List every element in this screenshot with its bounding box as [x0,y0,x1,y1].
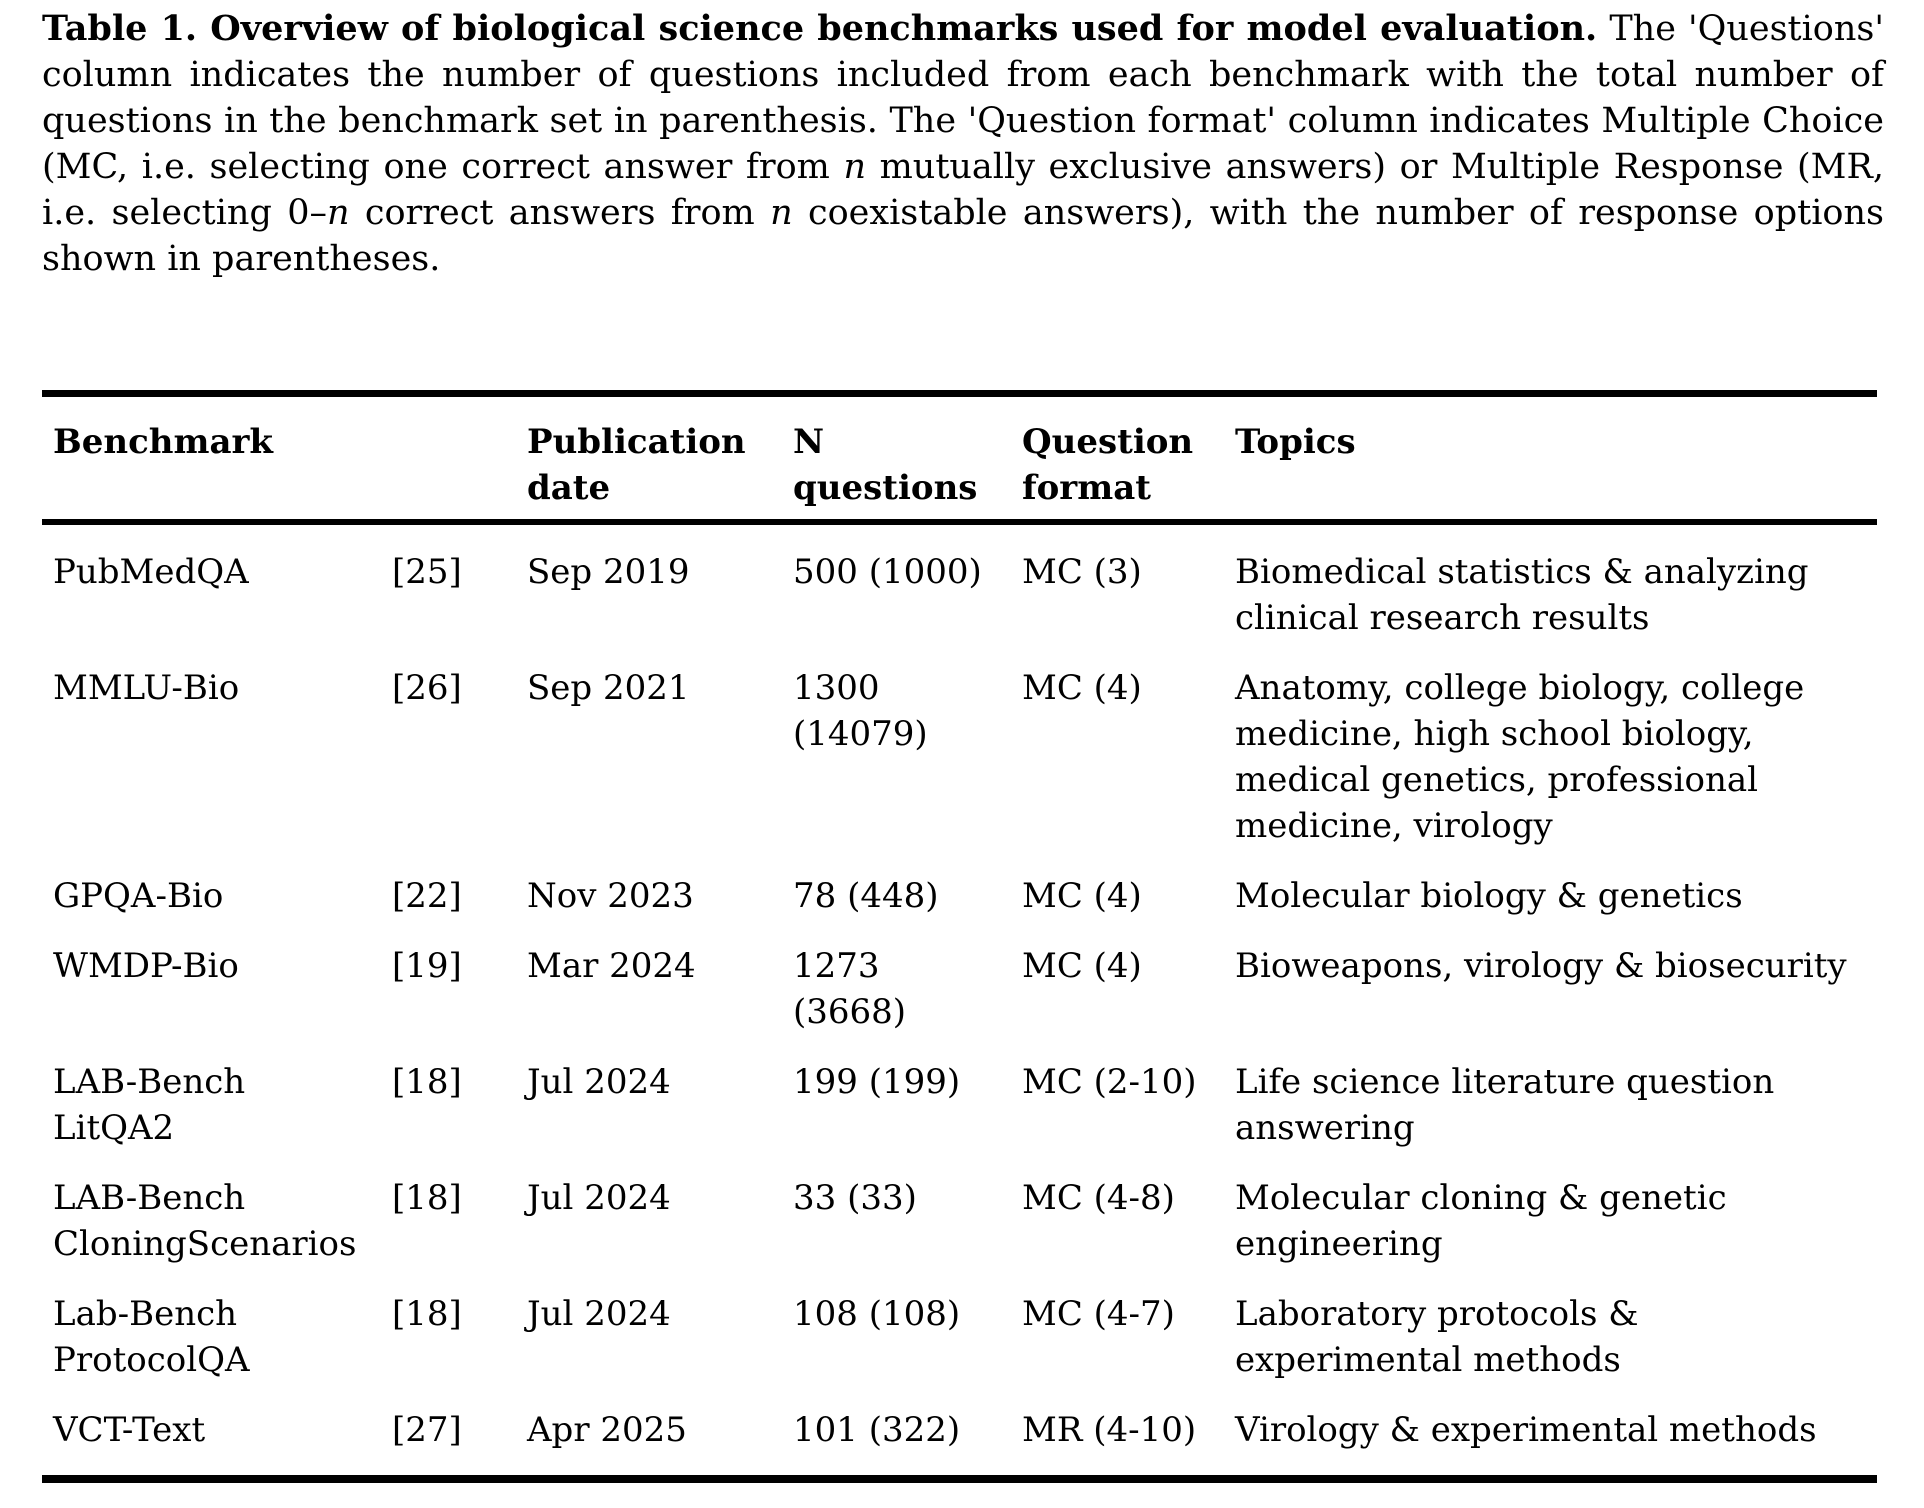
header-n-questions: N questions [793,422,978,508]
topics: Bioweapons, virology & biosecurity [1235,946,1847,986]
table-row: LAB-Bench LitQA2 [18] Jul 2024 199 (199)… [42,1047,1877,1163]
citation-ref: [18] [392,1062,462,1102]
publication-date: Sep 2021 [527,668,690,708]
table-bottom-rule [42,1475,1877,1483]
benchmark-name: WMDP-Bio [53,946,239,986]
table-row: PubMedQA [25] Sep 2019 500 (1000) MC (3)… [42,537,1877,653]
topics: Virology & experimental methods [1235,1410,1817,1450]
header-topics: Topics [1235,422,1356,462]
topics: Molecular cloning & genetic engineering [1235,1178,1727,1264]
question-format: MC (4-7) [1022,1294,1175,1334]
n-questions: 33 (33) [793,1178,917,1218]
table-row: Lab-Bench ProtocolQA [18] Jul 2024 108 (… [42,1279,1877,1395]
caption-text-run: coexistable answers), with the number of… [42,193,1884,279]
question-format: MR (4-10) [1022,1410,1197,1450]
benchmark-name: LAB-Bench CloningScenarios [53,1178,357,1264]
topics: Molecular biology & genetics [1235,876,1743,916]
citation-ref: [26] [392,668,462,708]
citation-ref: [19] [392,946,462,986]
caption-italic-n: n [327,193,350,233]
publication-date: Sep 2019 [527,552,690,592]
caption-text-run: mutually exclusive answers) or Multiple … [42,147,1885,233]
n-questions: 199 (199) [793,1062,961,1102]
table-row: VCT-Text [27] Apr 2025 101 (322) MR (4-1… [42,1395,1877,1465]
benchmark-name: MMLU-Bio [53,668,240,708]
caption-text-run: The 'Questions' column indicates the num… [42,9,1884,187]
caption-italic-n: n [843,147,866,187]
table-row: MMLU-Bio [26] Sep 2021 1300 (14079) MC (… [42,653,1877,861]
question-format: MC (2-10) [1022,1062,1197,1102]
n-questions: 1300 (14079) [793,668,928,754]
n-questions: 78 (448) [793,876,939,916]
topics: Life science literature question answeri… [1235,1062,1775,1148]
citation-ref: [25] [392,552,462,592]
question-format: MC (4-8) [1022,1178,1175,1218]
citation-ref: [22] [392,876,462,916]
citation-ref: [18] [392,1178,462,1218]
table-body: PubMedQA [25] Sep 2019 500 (1000) MC (3)… [42,525,1884,1475]
header-benchmark: Benchmark [53,422,273,462]
question-format: MC (4) [1022,668,1142,708]
n-questions: 1273 (3668) [793,946,907,1032]
caption-italic-n: n [770,193,793,233]
citation-ref: [18] [392,1294,462,1334]
publication-date: Mar 2024 [527,946,696,986]
table-header-rule [42,519,1877,525]
benchmark-name: GPQA-Bio [53,876,224,916]
table-caption: Table 1. Overview of biological science … [42,6,1884,282]
publication-date: Apr 2025 [527,1410,687,1450]
n-questions: 101 (322) [793,1410,961,1450]
n-questions: 108 (108) [793,1294,961,1334]
topics: Anatomy, college biology, college medici… [1235,668,1805,846]
table-top-rule [42,390,1877,397]
table-header-row: Benchmark Publication date N questions Q… [42,397,1877,519]
publication-date: Jul 2024 [527,1294,671,1334]
benchmark-name: LAB-Bench LitQA2 [53,1062,246,1148]
question-format: MC (4) [1022,946,1142,986]
topics: Biomedical statistics & analyzing clinic… [1235,552,1809,638]
benchmark-name: PubMedQA [53,552,249,592]
n-questions: 500 (1000) [793,552,982,592]
caption-text-run: correct answers from [349,193,771,233]
benchmark-name: Lab-Bench ProtocolQA [53,1294,250,1380]
question-format: MC (3) [1022,552,1142,592]
table-row: LAB-Bench CloningScenarios [18] Jul 2024… [42,1163,1877,1279]
benchmark-name: VCT-Text [53,1410,206,1450]
citation-ref: [27] [392,1410,462,1450]
header-publication-date: Publication date [527,422,746,508]
topics: Laboratory protocols & experimental meth… [1235,1294,1639,1380]
header-question-format: Question format [1022,422,1194,508]
caption-bold-title: Table 1. Overview of biological science … [42,8,1598,49]
table-row: GPQA-Bio [22] Nov 2023 78 (448) MC (4) M… [42,861,1877,931]
question-format: MC (4) [1022,876,1142,916]
publication-date: Nov 2023 [527,876,694,916]
table-row: WMDP-Bio [19] Mar 2024 1273 (3668) MC (4… [42,931,1877,1047]
publication-date: Jul 2024 [527,1062,671,1102]
publication-date: Jul 2024 [527,1178,671,1218]
